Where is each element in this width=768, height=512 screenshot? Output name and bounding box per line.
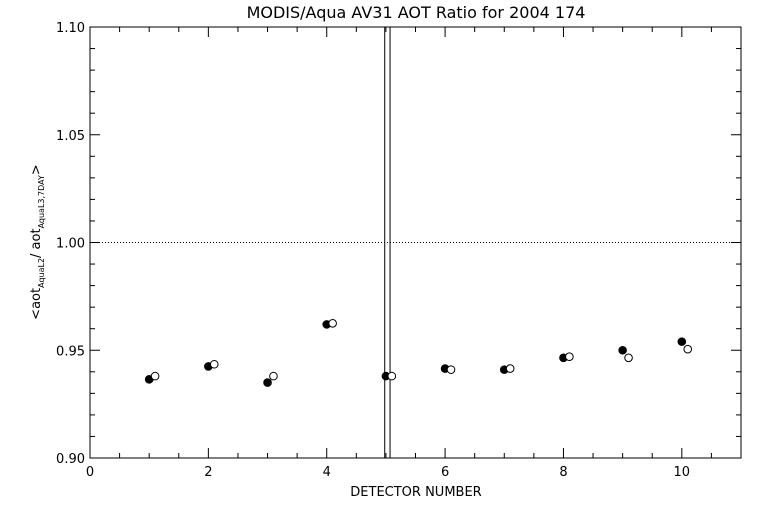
y-label-sub1: AquaL2 <box>37 258 46 288</box>
y-tick-label: 0.95 <box>56 344 85 359</box>
y-tick-label: 0.90 <box>56 452 85 467</box>
y-label-mid: / aot <box>29 228 44 258</box>
x-tick-label: 2 <box>204 465 212 480</box>
data-point-open <box>150 371 160 381</box>
x-tick-label: 4 <box>323 465 331 480</box>
x-tick-label: 10 <box>674 465 691 480</box>
data-point-open <box>269 371 278 381</box>
data-point-open <box>624 353 633 363</box>
y-axis-label: <aotAquaL2/ aotAquaL3,7DAY> <box>29 164 46 320</box>
x-tick-label: 8 <box>559 465 567 480</box>
y-label-sub2: AquaL3,7DAY <box>37 175 46 228</box>
data-point-open <box>505 364 515 373</box>
x-axis-label: DETECTOR NUMBER <box>350 485 481 500</box>
data-point-open <box>446 365 456 374</box>
y-tick-label: 1.05 <box>56 129 85 144</box>
data-point-filled <box>677 337 687 346</box>
y-tick-label: 1.00 <box>56 237 85 252</box>
data-point-filled <box>263 378 272 387</box>
data-point-open <box>683 344 693 354</box>
chart-title: MODIS/Aqua AV31 AOT Ratio for 2004 174 <box>247 3 586 22</box>
data-point-filled <box>618 345 627 355</box>
y-tick-label: 1.10 <box>56 21 85 36</box>
data-point-open <box>209 359 219 369</box>
x-tick-label: 6 <box>441 465 449 480</box>
data-point-open <box>565 352 574 362</box>
plot-frame <box>89 26 742 459</box>
data-point-open <box>387 371 397 381</box>
x-tick-label: 0 <box>86 465 94 480</box>
y-label-open: <aot <box>29 288 44 320</box>
y-label-close: > <box>29 164 44 175</box>
data-point-open <box>328 319 337 328</box>
